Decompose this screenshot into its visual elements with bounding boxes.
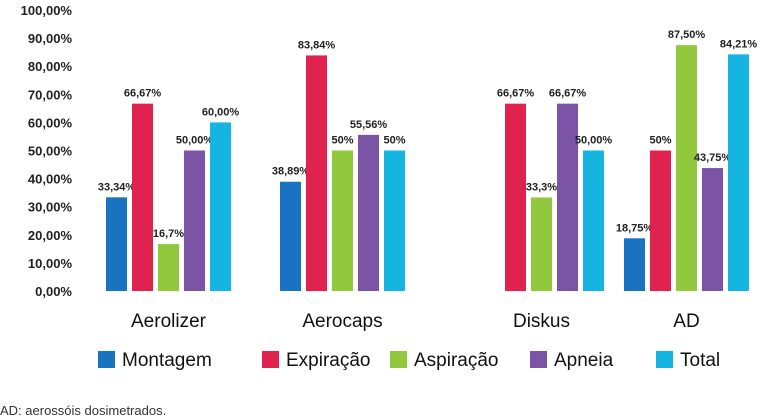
bar xyxy=(158,244,179,291)
data-label: 43,75% xyxy=(694,152,732,164)
y-tick-label: 90,00% xyxy=(28,31,73,46)
bar xyxy=(332,150,353,291)
data-label: 38,89% xyxy=(272,166,310,178)
legend-label: Aspiração xyxy=(414,350,499,371)
data-label: 66,67% xyxy=(497,88,535,100)
bar xyxy=(702,168,723,291)
category-label: Diskus xyxy=(513,311,570,332)
bar xyxy=(210,122,231,292)
data-label: 50,00% xyxy=(176,135,214,147)
y-tick-label: 80,00% xyxy=(28,59,73,74)
legend-label: Total xyxy=(680,350,720,371)
bar xyxy=(728,54,749,291)
bar xyxy=(106,197,127,291)
data-label: 33,3% xyxy=(526,181,557,193)
bar xyxy=(676,45,697,291)
legend-swatch xyxy=(98,351,115,368)
bar xyxy=(184,150,205,291)
legend-swatch xyxy=(530,351,547,368)
y-tick-label: 20,00% xyxy=(28,228,73,243)
bar xyxy=(306,55,327,291)
y-tick-label: 50,00% xyxy=(28,144,73,159)
category-label: Aerocaps xyxy=(302,311,382,332)
data-label: 50% xyxy=(649,135,671,147)
y-tick-label: 70,00% xyxy=(28,87,73,102)
data-label: 66,67% xyxy=(549,88,587,100)
data-label: 16,7% xyxy=(153,228,184,240)
footnote: AD: aerossóis dosimetrados. xyxy=(0,403,167,418)
y-tick-label: 100,00% xyxy=(21,3,73,18)
category-label: Aerolizer xyxy=(131,311,207,332)
bar xyxy=(531,197,552,291)
data-label: 50% xyxy=(331,135,353,147)
bar xyxy=(132,103,153,291)
y-tick-label: 30,00% xyxy=(28,200,73,215)
data-label: 50,00% xyxy=(575,135,613,147)
legend-swatch xyxy=(390,351,407,368)
y-tick-label: 10,00% xyxy=(28,256,73,271)
data-label: 60,00% xyxy=(202,106,240,118)
data-label: 84,21% xyxy=(720,38,758,50)
y-tick-label: 40,00% xyxy=(28,172,73,187)
legend-label: Expiração xyxy=(286,350,371,371)
category-label: AD xyxy=(673,311,699,332)
data-label: 50% xyxy=(383,135,405,147)
data-label: 18,75% xyxy=(616,222,654,234)
data-label: 55,56% xyxy=(350,119,388,131)
bar xyxy=(557,103,578,291)
bar xyxy=(358,134,379,291)
y-tick-label: 0,00% xyxy=(35,284,72,299)
legend-swatch xyxy=(262,351,279,368)
legend-label: Apneia xyxy=(554,350,614,371)
data-label: 33,34% xyxy=(98,181,136,193)
y-tick-label: 60,00% xyxy=(28,115,73,130)
bar xyxy=(384,150,405,291)
data-label: 87,50% xyxy=(668,29,706,41)
data-label: 66,67% xyxy=(124,88,162,100)
bar-chart: 0,00% 10,00% 20,00% 30,00% 40,00% 50,00% 60,00… xyxy=(21,3,758,371)
bar xyxy=(650,150,671,291)
bar xyxy=(624,238,645,291)
data-label: 83,84% xyxy=(298,39,336,51)
bar xyxy=(280,181,301,291)
legend-swatch xyxy=(656,351,673,368)
legend-label: Montagem xyxy=(122,350,212,371)
bar xyxy=(505,103,526,291)
bar xyxy=(583,150,604,291)
